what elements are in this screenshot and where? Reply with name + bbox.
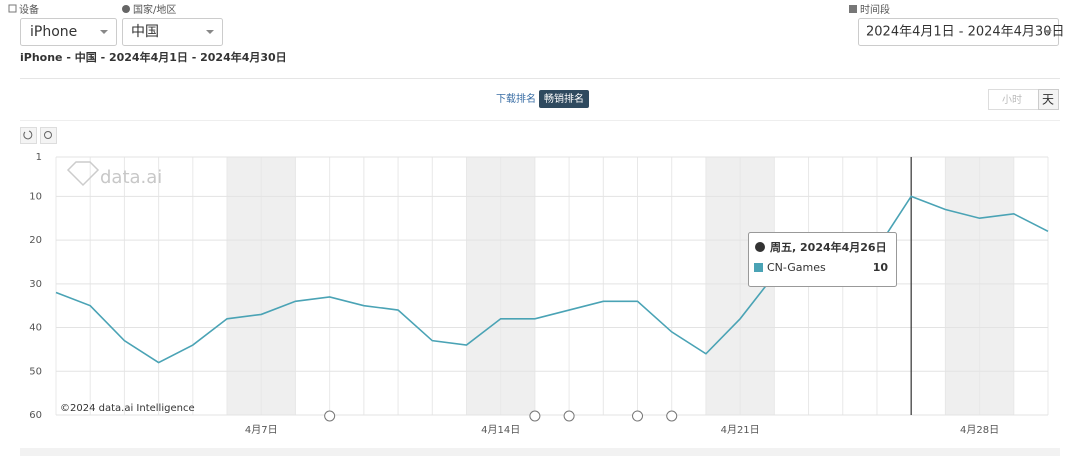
x-tick-label: 4月28日	[960, 424, 999, 436]
caret	[100, 30, 108, 34]
day-button[interactable]	[1038, 89, 1059, 110]
reset-button[interactable]	[20, 127, 37, 144]
zoom-button[interactable]	[40, 127, 57, 144]
country-label: 国家/地区	[133, 3, 176, 16]
y-tick-label: 30	[29, 279, 42, 290]
reset-icon	[23, 130, 33, 140]
device-select[interactable]	[20, 18, 117, 46]
y-tick-label: 40	[29, 323, 42, 334]
y-tick-label: 20	[29, 235, 42, 246]
footer-bar	[20, 448, 1060, 456]
x-tick-label: 4月21日	[721, 424, 760, 436]
x-tick-label: 4月14日	[481, 424, 520, 436]
tooltip-series: CN-Games	[767, 261, 826, 274]
note-icon	[666, 410, 678, 422]
caret	[1044, 30, 1052, 34]
country-select[interactable]	[122, 18, 223, 46]
series-line	[55, 195, 1049, 364]
tooltip-globe	[755, 242, 765, 252]
tooltip-value: 10	[873, 261, 889, 274]
globe-icon	[122, 5, 130, 13]
device-value: iPhone	[30, 24, 77, 40]
day-text: 天	[1042, 93, 1054, 107]
tooltip-box	[748, 232, 897, 287]
watermark-logo	[66, 161, 100, 187]
note-icon	[563, 410, 575, 422]
tooltip-date: 周五, 2024年4月26日	[770, 240, 887, 254]
tab-downloads[interactable]: 下载排名	[496, 92, 536, 105]
x-tick-label: 4月7日	[245, 424, 278, 436]
calendar-icon	[849, 5, 857, 13]
plot: 1 10 20 30 40 50 60 4月7日 4月14日 4月21日 4月28日 data.ai ©…	[29, 152, 1049, 436]
country-value: 中国	[131, 24, 159, 40]
tooltip: 周五, 2024年4月26日 CN-Games 10	[748, 232, 897, 287]
note-icon	[632, 410, 644, 422]
zoom-icon	[44, 131, 52, 139]
hour-text: 小时	[1002, 94, 1022, 106]
copyright: ©2024 data.ai Intelligence	[60, 403, 195, 414]
period-select[interactable]	[858, 18, 1059, 46]
y-tick-label: 1	[36, 152, 42, 163]
note-icon	[529, 410, 541, 422]
y-tick-label: 50	[29, 366, 42, 377]
chart-title: iPhone - 中国 - 2024年4月1日 - 2024年4月30日	[20, 50, 287, 64]
note-icon	[324, 410, 336, 422]
period-value: 2024年4月1日 - 2024年4月30日	[866, 25, 1064, 40]
caret	[206, 30, 214, 34]
tab-grossing[interactable]: 畅销排名	[544, 92, 584, 105]
period-label: 时间段	[860, 3, 890, 16]
device-icon	[8, 4, 17, 13]
y-tick-label: 10	[29, 191, 42, 202]
tab-active-bg[interactable]	[539, 90, 589, 108]
y-tick-label: 60	[29, 410, 42, 421]
device-label: 设备	[19, 3, 39, 16]
watermark: data.ai	[100, 167, 162, 188]
legend-swatch	[754, 263, 763, 272]
